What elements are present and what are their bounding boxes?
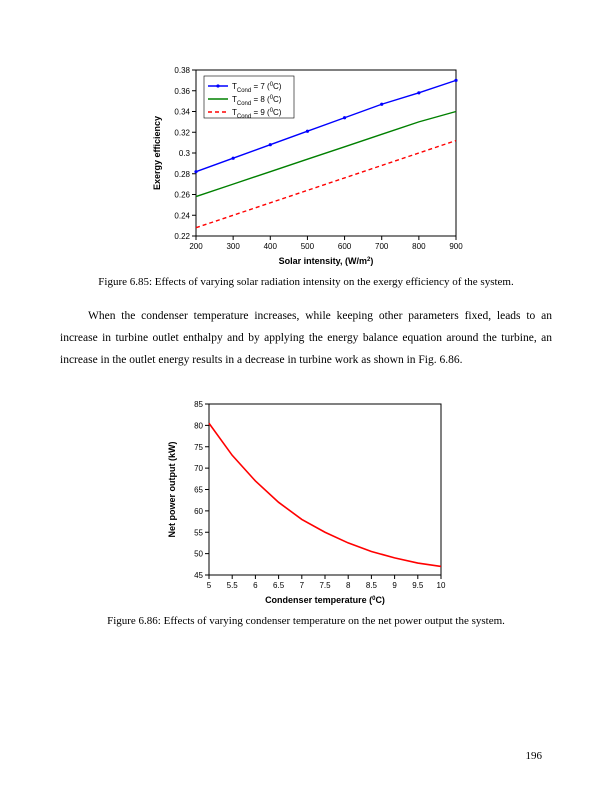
body-paragraph: When the condenser temperature increases… bbox=[60, 306, 552, 372]
chart-power-vs-temperature: 5 5.5 6 6.5 7 7.5 8 8.5 9 9.5 10 45 50 55 60 65 70 75 80 85… bbox=[107, 394, 505, 627]
svg-text:0.24: 0.24 bbox=[174, 211, 190, 220]
svg-text:80: 80 bbox=[194, 421, 203, 430]
svg-text:45: 45 bbox=[194, 571, 203, 580]
svg-text:0.34: 0.34 bbox=[174, 108, 190, 117]
svg-text:8: 8 bbox=[346, 581, 351, 590]
svg-text:60: 60 bbox=[194, 506, 203, 515]
svg-text:0.26: 0.26 bbox=[174, 191, 190, 200]
svg-text:600: 600 bbox=[338, 242, 352, 251]
svg-text:0.36: 0.36 bbox=[174, 87, 190, 96]
svg-text:Net power output (kW): Net power output (kW) bbox=[167, 441, 177, 537]
svg-text:75: 75 bbox=[194, 442, 203, 451]
svg-text:9.5: 9.5 bbox=[412, 581, 424, 590]
svg-text:700: 700 bbox=[375, 242, 389, 251]
svg-text:900: 900 bbox=[449, 242, 463, 251]
svg-text:0.38: 0.38 bbox=[174, 66, 190, 75]
svg-text:9: 9 bbox=[392, 581, 397, 590]
svg-text:0.32: 0.32 bbox=[174, 128, 190, 137]
svg-text:8.5: 8.5 bbox=[366, 581, 378, 590]
svg-text:7.5: 7.5 bbox=[319, 581, 331, 590]
svg-text:6.5: 6.5 bbox=[273, 581, 285, 590]
svg-text:0.3: 0.3 bbox=[179, 149, 191, 158]
svg-text:5: 5 bbox=[207, 581, 212, 590]
svg-text:6: 6 bbox=[253, 581, 258, 590]
svg-text:10: 10 bbox=[437, 581, 446, 590]
caption-6-86: Figure 6.86: Effects of varying condense… bbox=[107, 615, 505, 627]
svg-text:Solar intensity, (W/m2): Solar intensity, (W/m2) bbox=[279, 256, 374, 266]
svg-text:50: 50 bbox=[194, 549, 203, 558]
chart2-svg: 5 5.5 6 6.5 7 7.5 8 8.5 9 9.5 10 45 50 55 60 65 70 75 80 85… bbox=[161, 394, 451, 609]
svg-text:65: 65 bbox=[194, 485, 203, 494]
chart-exergy-vs-solar: 200 300 400 500 600 700 800 900 0.22 0.24 0.26 0.28… bbox=[98, 60, 513, 288]
svg-text:800: 800 bbox=[412, 242, 426, 251]
svg-text:70: 70 bbox=[194, 464, 203, 473]
svg-text:7: 7 bbox=[300, 581, 305, 590]
svg-text:55: 55 bbox=[194, 528, 203, 537]
svg-text:0.22: 0.22 bbox=[174, 232, 190, 241]
svg-text:500: 500 bbox=[301, 242, 315, 251]
caption-6-85: Figure 6.85: Effects of varying solar ra… bbox=[98, 276, 513, 288]
svg-text:Exergy efficiency: Exergy efficiency bbox=[152, 116, 162, 190]
page-number: 196 bbox=[526, 750, 543, 762]
svg-text:300: 300 bbox=[226, 242, 240, 251]
chart1-svg: 200 300 400 500 600 700 800 900 0.22 0.24 0.26 0.28… bbox=[146, 60, 466, 270]
svg-text:400: 400 bbox=[264, 242, 278, 251]
svg-text:200: 200 bbox=[189, 242, 203, 251]
svg-text:5.5: 5.5 bbox=[227, 581, 239, 590]
svg-text:85: 85 bbox=[194, 400, 203, 409]
svg-text:0.28: 0.28 bbox=[174, 170, 190, 179]
svg-text:Condenser temperature (0C): Condenser temperature (0C) bbox=[265, 595, 385, 605]
